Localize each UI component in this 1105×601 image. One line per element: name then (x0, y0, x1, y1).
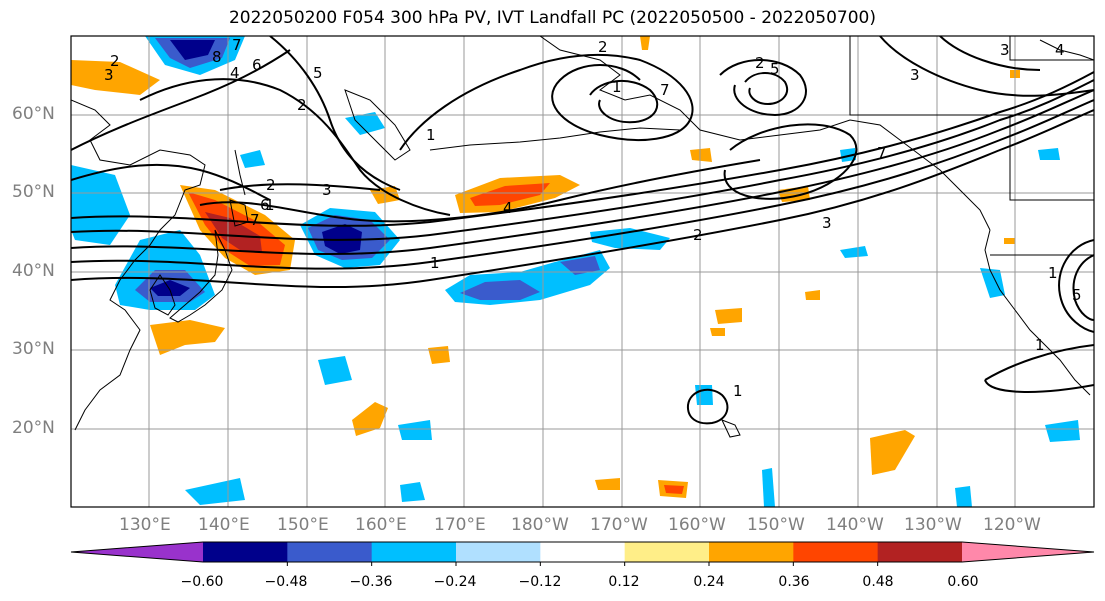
contour-label: 1 (733, 382, 743, 400)
contour-label: 2 (693, 226, 703, 244)
contour-label: 6 (252, 56, 262, 74)
shading-layer (71, 36, 1080, 507)
contour-label: 4 (230, 64, 240, 82)
contour-label: 7 (877, 144, 887, 162)
contour-label: 3 (822, 214, 832, 232)
contour-label: 1 (1035, 336, 1045, 354)
colorbar-segment (877, 542, 963, 562)
contour-label: 1 (612, 78, 622, 96)
colorbar-label: −0.12 (518, 574, 562, 590)
colorbar-segment (793, 542, 879, 562)
contour-label: 3 (104, 66, 114, 84)
colorbar-segment (371, 542, 457, 562)
colorbar-extend-low (71, 542, 203, 562)
lon-tick-160e: 160°E (355, 515, 407, 535)
colorbar-label: −0.36 (349, 574, 393, 590)
colorbar-label: 0.48 (862, 574, 894, 590)
lat-tick-50n: 50°N (12, 182, 55, 202)
lon-tick-130e: 130°E (119, 515, 171, 535)
lon-tick-130w: 130°W (904, 515, 962, 535)
colorbar-label: −0.24 (433, 574, 477, 590)
contour-label: 8 (212, 48, 222, 66)
contour-label: 5 (1072, 286, 1082, 304)
contour-label: 4 (1055, 41, 1065, 59)
contour-label: 5 (313, 64, 323, 82)
colorbar (70, 541, 1095, 566)
contour-label: 7 (660, 81, 670, 99)
contour-label: 1 (265, 196, 275, 214)
contour-label: 3 (910, 66, 920, 84)
lon-tick-150e: 150°E (277, 515, 329, 535)
lon-tick-150w: 150°W (747, 515, 805, 535)
lon-tick-140e: 140°E (198, 515, 250, 535)
contour-label: 1 (1048, 264, 1058, 282)
lon-tick-140w: 140°W (826, 515, 884, 535)
lon-tick-180w: 180°W (511, 515, 569, 535)
contour-label: 2 (266, 176, 276, 194)
lon-tick-160w: 160°W (668, 515, 726, 535)
contour-label: 7 (232, 36, 242, 54)
contour-label: 5 (770, 60, 780, 78)
colorbar-segment (540, 542, 626, 562)
colorbar-label: 0.36 (778, 574, 810, 590)
lat-tick-40n: 40°N (12, 261, 55, 281)
lat-tick-20n: 20°N (12, 418, 55, 438)
colorbar-extend-high (962, 542, 1094, 562)
lat-tick-60n: 60°N (12, 104, 55, 124)
contour-label: 3 (1000, 41, 1010, 59)
colorbar-label: −0.48 (264, 574, 308, 590)
contour-label: 1 (426, 126, 436, 144)
map-title: 2022050200 F054 300 hPa PV, IVT Landfall… (228, 8, 876, 28)
contour-lines (71, 36, 1094, 425)
graticule (71, 36, 1094, 507)
colorbar-label: −0.60 (180, 574, 224, 590)
contour-label: 2 (297, 96, 307, 114)
shade-negative-west (71, 165, 130, 245)
shade-positive-nw (71, 60, 160, 95)
colorbar-segment (709, 542, 794, 562)
contour-label: 2 (110, 52, 120, 70)
contour-label: 7 (250, 211, 260, 229)
contour-label: 2 (598, 38, 608, 56)
colorbar-label: 0.60 (947, 574, 979, 590)
lon-tick-170e: 170°E (434, 515, 486, 535)
colorbar-segment (203, 542, 288, 562)
colorbar-outline (70, 541, 1095, 563)
contour-label: 1 (430, 254, 440, 272)
contour-label: 3 (322, 181, 332, 199)
lon-tick-120w: 120°W (983, 515, 1041, 535)
contour-label: 6 (260, 196, 270, 214)
lon-tick-170w: 170°W (590, 515, 648, 535)
colorbar-label: 0.24 (693, 574, 725, 590)
colorbar-segment (624, 542, 710, 562)
contour-label: 2 (755, 54, 765, 72)
map-frame (70, 35, 1095, 508)
contour-label: 4 (503, 199, 513, 217)
colorbar-label: 0.12 (608, 574, 640, 590)
colorbar-segment (287, 542, 373, 562)
colorbar-segment (456, 542, 541, 562)
lat-tick-30n: 30°N (12, 339, 55, 359)
